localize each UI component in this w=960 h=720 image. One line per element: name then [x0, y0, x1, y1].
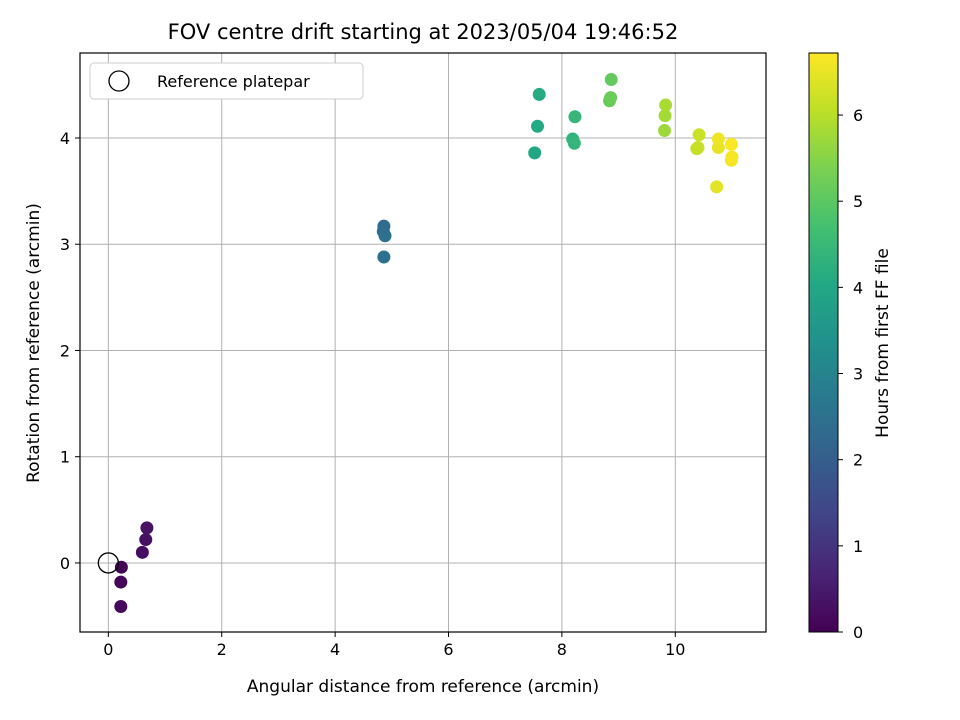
- x-tick-label: 10: [665, 640, 685, 659]
- data-point: [531, 119, 545, 133]
- plot-frame: [79, 52, 767, 633]
- x-tick-label: 4: [330, 640, 340, 659]
- data-point: [568, 110, 582, 124]
- data-point: [711, 132, 725, 146]
- y-tick-label: 3: [60, 235, 70, 254]
- legend-reference-label: Reference platepar: [157, 72, 310, 91]
- data-point: [377, 250, 391, 264]
- data-point: [658, 109, 672, 123]
- legend-box: [89, 62, 364, 100]
- data-point: [567, 136, 581, 150]
- chart-title: FOV centre drift starting at 2023/05/04 …: [168, 20, 679, 44]
- colorbar-tick-label: 5: [853, 192, 863, 211]
- data-point: [658, 124, 672, 138]
- colorbar-label: Hours from first FF file: [873, 248, 893, 438]
- y-axis-label: Rotation from reference (arcmin): [24, 203, 44, 483]
- data-point: [724, 137, 738, 151]
- y-tick-label: 0: [60, 554, 70, 573]
- colorbar-tick-label: 3: [853, 365, 863, 384]
- x-tick-label: 2: [217, 640, 227, 659]
- data-point: [659, 98, 673, 112]
- data-point: [528, 146, 542, 160]
- data-point: [135, 545, 149, 559]
- colorbar-tick-label: 2: [853, 451, 863, 470]
- y-tick-label: 1: [60, 448, 70, 467]
- colorbar-tick-label: 6: [853, 106, 863, 125]
- x-axis-ticks: 0 2 4 6 8 10: [103, 632, 685, 659]
- data-point: [532, 87, 546, 101]
- reference-platepar-marker: [97, 552, 119, 574]
- x-tick-label: 8: [557, 640, 567, 659]
- colorbar-ticks: 0 1 2 3 4 5 6: [838, 106, 863, 642]
- x-axis-label: Angular distance from reference (arcmin): [247, 677, 599, 697]
- data-point: [114, 575, 128, 589]
- y-tick-label: 2: [60, 341, 70, 360]
- data-point: [691, 141, 705, 155]
- data-point: [710, 180, 724, 194]
- data-point: [140, 521, 154, 535]
- y-axis-ticks: 0 1 2 3 4: [60, 129, 80, 573]
- grid-lines: [80, 53, 766, 632]
- data-point: [114, 600, 128, 614]
- colorbar: [808, 52, 839, 633]
- legend-reference-marker: [108, 70, 130, 92]
- colorbar-tick-label: 0: [853, 623, 863, 642]
- y-tick-label: 4: [60, 129, 70, 148]
- data-point: [692, 128, 706, 142]
- data-point: [378, 229, 392, 243]
- x-tick-label: 0: [103, 640, 113, 659]
- legend: Reference platepar: [89, 62, 364, 100]
- data-point: [604, 73, 618, 87]
- x-tick-label: 6: [443, 640, 453, 659]
- colorbar-tick-label: 4: [853, 278, 863, 297]
- colorbar-tick-label: 1: [853, 537, 863, 556]
- data-point: [139, 533, 153, 547]
- data-points: [97, 73, 739, 614]
- data-point: [604, 91, 618, 105]
- data-point: [725, 150, 739, 164]
